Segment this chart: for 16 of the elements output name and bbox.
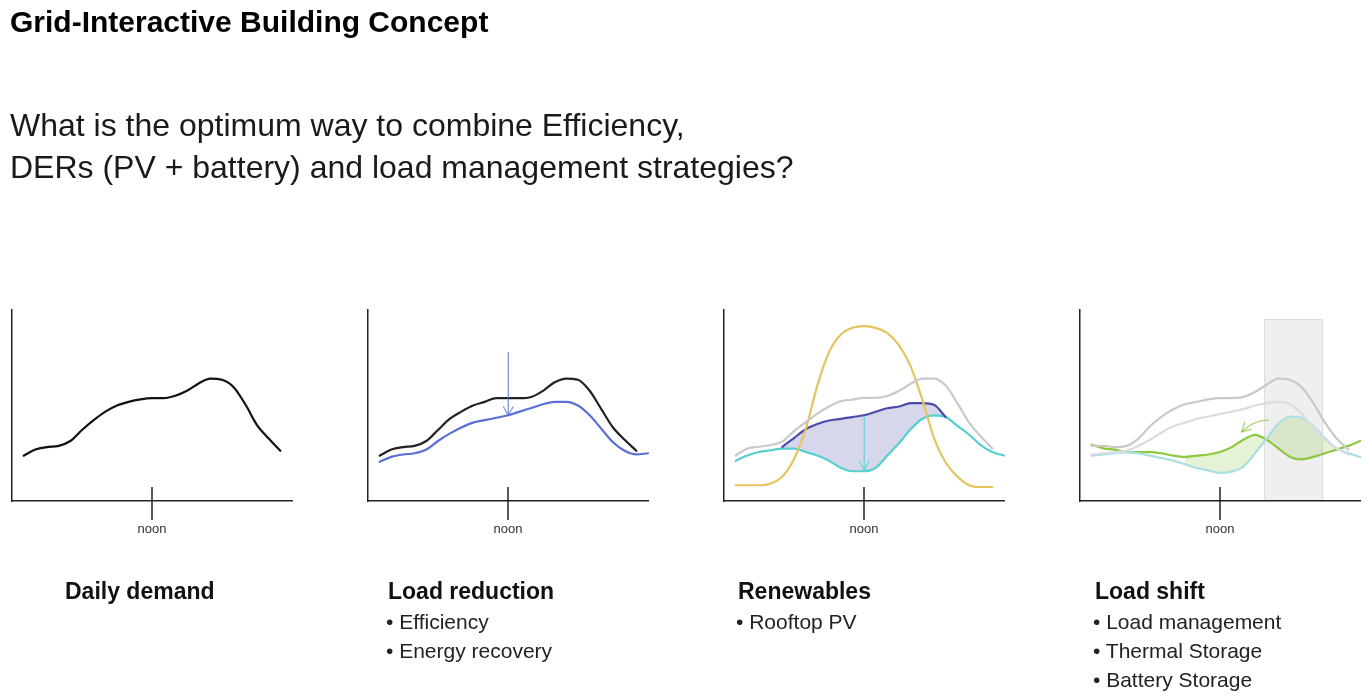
text: • Load management xyxy=(1093,609,1282,635)
x-axis-title: noon xyxy=(849,520,879,536)
text: What is the optimum way to combine Efficiency, DERs (PV + battery) and load management strategies? xyxy=(10,106,794,187)
text: • Rooftop PV xyxy=(736,609,858,635)
text: Daily demand xyxy=(65,577,215,605)
text: • Thermal Storage xyxy=(1093,638,1264,664)
x-axis-title: noon xyxy=(1205,520,1235,536)
text: • Energy recovery xyxy=(386,638,554,664)
x-axis-title: noon xyxy=(493,520,523,536)
x-axis-title: noon xyxy=(137,520,167,536)
text: Renewables xyxy=(738,577,871,605)
text: • Battery Storage xyxy=(1093,667,1254,693)
text: • Efficiency xyxy=(386,609,490,635)
text: Load shift xyxy=(1095,577,1206,605)
text: Load reduction xyxy=(388,577,555,605)
text: Grid-Interactive Building Concept xyxy=(10,4,489,40)
